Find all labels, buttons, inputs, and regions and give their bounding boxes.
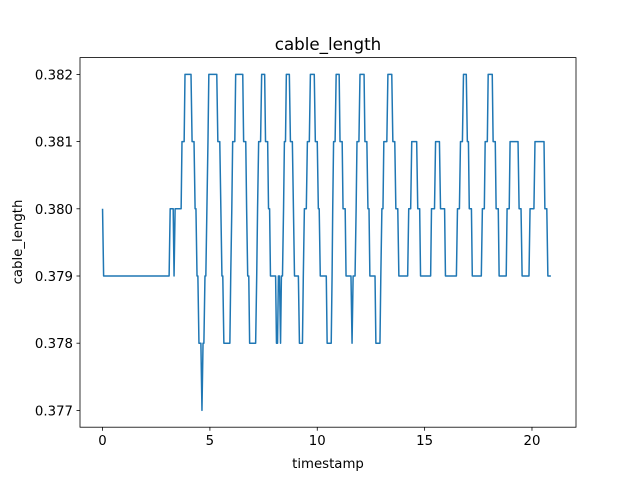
x-tick-label: 15 [416,434,433,449]
x-axis-label: timestamp [292,457,364,472]
y-tick-label: 0.379 [35,270,73,285]
y-tick-label: 0.377 [35,404,73,419]
x-tick-label: 10 [309,434,326,449]
axes-frame [79,57,577,428]
x-tick-label: 20 [524,434,541,449]
x-tick-label: 5 [206,434,214,449]
data-line [101,73,551,412]
y-tick-label: 0.380 [35,203,73,218]
chart-title: cable_length [275,34,381,55]
y-tick-label: 0.382 [35,68,73,83]
y-tick-label: 0.378 [35,337,73,352]
y-tick-label: 0.381 [35,136,73,151]
y-axis-label: cable_length [11,200,26,285]
x-tick-label: 0 [98,434,106,449]
